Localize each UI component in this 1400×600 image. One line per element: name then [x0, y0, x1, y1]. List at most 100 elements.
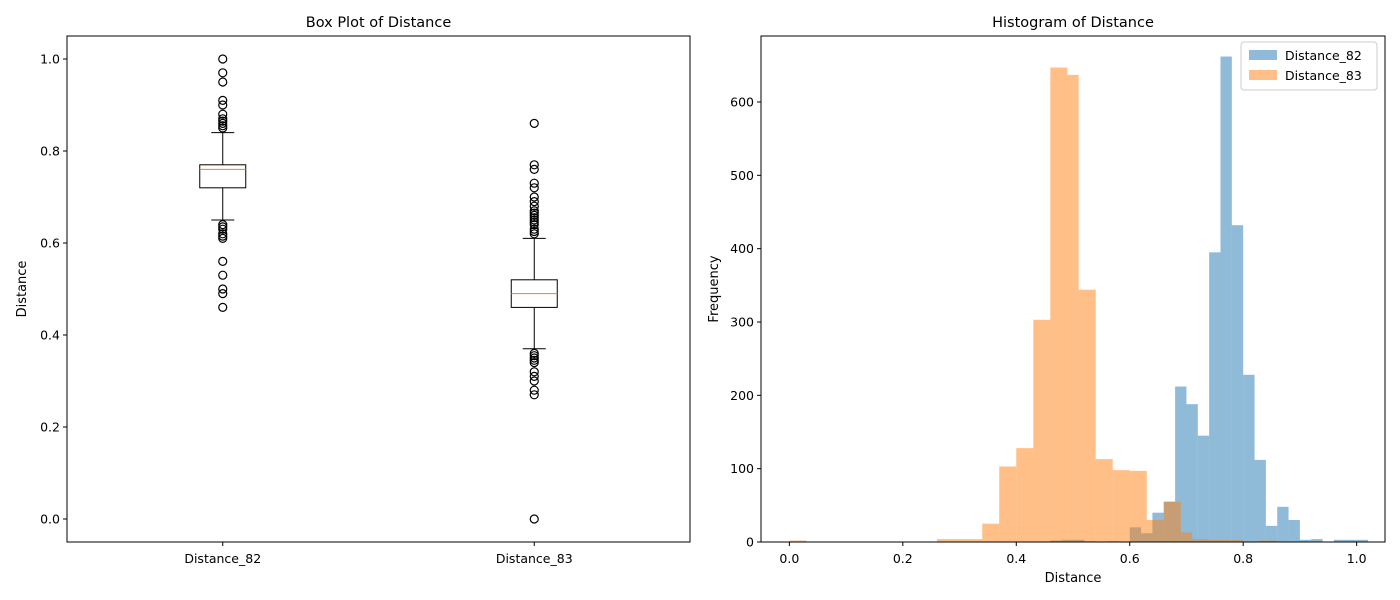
- outlier-point: [529, 226, 539, 237]
- histogram-bar: [1180, 532, 1193, 542]
- histogram-bar: [1095, 459, 1113, 542]
- outlier-point: [529, 192, 539, 202]
- histogram-bar: [1033, 319, 1051, 542]
- histogram-y-tick-label: 100: [730, 461, 754, 476]
- histogram-y-tick-label: 500: [730, 168, 754, 183]
- box-plot-y-tick-label: 0.4: [40, 328, 60, 343]
- outlier-point: [218, 224, 228, 234]
- histogram-bar: [1345, 539, 1357, 542]
- outlier-point: [529, 385, 539, 395]
- box-plot-y-tick-label: 1.0: [40, 52, 60, 67]
- outlier-point: [218, 109, 228, 119]
- histogram-frame: [760, 35, 1386, 543]
- outlier-point: [218, 54, 228, 64]
- box-plot-x-tick-label: Distance_83: [496, 551, 573, 566]
- histogram-bar: [982, 523, 1000, 542]
- histogram-bar: [1112, 470, 1130, 542]
- outlier-point: [218, 270, 228, 280]
- box-plot-marks: [199, 54, 558, 524]
- box-plot-title: Box Plot of Distance: [306, 15, 452, 31]
- outlier-point: [218, 95, 228, 106]
- outlier-point: [529, 371, 539, 381]
- outlier-point: [218, 114, 228, 124]
- outlier-point: [218, 302, 228, 312]
- histogram-bar: [936, 539, 954, 542]
- histogram-bar: [1311, 539, 1323, 542]
- outlier-point: [218, 222, 228, 232]
- box-plot-y-tick-label: 0.6: [40, 236, 60, 251]
- box-plot-panel: Box Plot of Distance Distance 0.00.20.40…: [15, 15, 691, 566]
- outlier-point: [529, 118, 539, 129]
- outlier-point: [529, 358, 539, 368]
- outlier-point: [218, 233, 228, 243]
- histogram-ylabel: Frequency: [707, 255, 722, 322]
- histogram-x-tick-label: 0.4: [1006, 551, 1026, 566]
- outlier-point: [529, 201, 539, 211]
- histogram-bar: [1226, 539, 1244, 542]
- histogram-legend: Distance_82 Distance_83: [1240, 41, 1378, 91]
- histogram-bar: [1186, 404, 1198, 542]
- outlier-point: [529, 215, 539, 225]
- outlier-point: [529, 355, 539, 365]
- histogram-y-axis: 0 100 200 300 400 500 600: [730, 95, 761, 550]
- outlier-point: [529, 208, 539, 218]
- outlier-point: [529, 164, 539, 174]
- histogram-bar: [1277, 506, 1289, 542]
- histogram-bar: [1050, 67, 1068, 543]
- legend-label: Distance_83: [1285, 68, 1362, 83]
- histogram-bar: [1192, 539, 1210, 542]
- box-plot-y-tick-label: 0.8: [40, 144, 60, 159]
- histogram-bar: [1163, 501, 1181, 542]
- iqr-box: [199, 164, 247, 189]
- histogram-series-distance-82: [1050, 56, 1368, 543]
- histogram-x-tick-label: 1.0: [1347, 551, 1367, 566]
- outlier-point: [529, 229, 539, 239]
- histogram-y-tick-label: 300: [730, 315, 754, 330]
- histogram-bar: [1265, 525, 1278, 542]
- box-distance-82: [199, 54, 247, 312]
- histogram-bar: [965, 539, 983, 542]
- outlier-point: [218, 100, 228, 110]
- box-distance-83: [510, 118, 558, 524]
- outlier-point: [218, 220, 228, 230]
- histogram-bar: [1078, 289, 1096, 542]
- histogram-series-distance-83: [789, 67, 1278, 543]
- histogram-bar: [1220, 56, 1232, 543]
- histogram-bar: [953, 539, 966, 542]
- histogram-y-tick-label: 600: [730, 95, 754, 110]
- outlier-point: [218, 256, 228, 266]
- histogram-bar: [1209, 539, 1227, 542]
- histogram-title: Histogram of Distance: [992, 15, 1154, 31]
- outlier-point: [529, 367, 539, 377]
- outlier-point: [529, 160, 539, 170]
- histogram-x-tick-label: 0.0: [779, 551, 799, 566]
- histogram-bar: [789, 540, 807, 542]
- box-plot-y-tick-label: 0.2: [40, 420, 60, 435]
- box-plot-y-axis: 0.0 0.2 0.4 0.6 0.8 1.0: [40, 52, 67, 527]
- box-plot-y-tick-label: 0.0: [40, 512, 60, 527]
- histogram-bar: [1016, 448, 1034, 542]
- histogram-x-tick-label: 0.8: [1233, 551, 1253, 566]
- histogram-bar: [1129, 470, 1147, 542]
- histogram-y-tick-label: 200: [730, 388, 754, 403]
- histogram-bar: [1175, 386, 1187, 542]
- histogram-bar: [1209, 252, 1221, 543]
- outlier-point: [529, 224, 539, 234]
- outlier-point: [529, 183, 539, 193]
- outlier-point: [529, 376, 539, 386]
- histogram-xlabel: Distance: [1045, 571, 1102, 586]
- histogram-bar: [1356, 539, 1368, 542]
- outlier-point: [529, 220, 539, 230]
- histogram-bar: [1260, 540, 1278, 542]
- histogram-x-tick-label: 0.2: [893, 551, 913, 566]
- legend-swatch: [1249, 50, 1277, 60]
- histogram-bar: [1254, 459, 1266, 542]
- histogram-bar: [1243, 374, 1255, 542]
- outlier-point: [529, 353, 539, 363]
- outlier-point: [529, 390, 539, 400]
- histogram-bars: [789, 56, 1368, 543]
- histogram-panel: Histogram of Distance Distance Frequency…: [707, 15, 1386, 586]
- box-plot-ylabel: Distance: [15, 261, 30, 318]
- box-plot-frame: [66, 35, 691, 543]
